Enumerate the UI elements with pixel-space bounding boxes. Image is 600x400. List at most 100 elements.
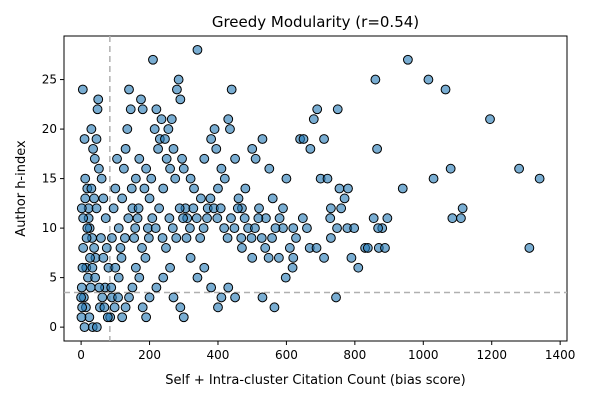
data-point [270, 223, 281, 234]
axes-frame [63, 35, 568, 342]
data-point [428, 173, 439, 184]
data-point [89, 193, 100, 204]
data-point [98, 193, 109, 204]
data-point [284, 243, 295, 253]
data-point [240, 183, 251, 194]
data-point [192, 272, 203, 283]
data-point [124, 84, 134, 95]
data-point [534, 173, 545, 184]
data-point [325, 233, 336, 243]
data-point [115, 243, 126, 253]
data-point [106, 282, 117, 293]
data-point [77, 262, 88, 273]
data-point [267, 233, 277, 243]
data-point [325, 213, 336, 224]
data-point [223, 282, 234, 293]
x-tick-label: 1000 [408, 348, 439, 362]
data-point [96, 173, 107, 184]
data-point [332, 104, 343, 115]
data-point [141, 163, 152, 174]
data-point [80, 173, 91, 184]
x-axis-ticks: 0 200 400 600 800 1000 1200 1400 [77, 341, 575, 362]
data-point [514, 163, 524, 174]
x-tick-label: 600 [275, 348, 298, 362]
data-point [256, 233, 267, 243]
data-point [312, 104, 323, 115]
data-point [149, 124, 160, 134]
data-point [154, 203, 165, 214]
data-point [175, 94, 186, 105]
data-point [91, 134, 102, 144]
data-point [219, 223, 230, 234]
data-point [247, 143, 258, 154]
data-point [325, 203, 336, 214]
data-point [305, 143, 316, 154]
data-point [92, 104, 103, 115]
data-point [120, 302, 131, 313]
data-point [161, 153, 172, 164]
data-point [423, 74, 434, 85]
data-point [89, 153, 100, 164]
data-point [372, 143, 382, 154]
x-tick-label: 0 [77, 348, 85, 362]
data-point [191, 213, 202, 224]
data-point [78, 243, 89, 253]
data-point [89, 243, 100, 253]
data-point [133, 203, 144, 214]
data-point [160, 134, 170, 144]
data-point [370, 74, 381, 85]
data-point [253, 213, 264, 224]
data-point [134, 272, 145, 283]
data-point [140, 252, 151, 263]
data-point [87, 262, 98, 273]
data-point [77, 84, 88, 95]
data-point [157, 233, 168, 243]
data-point [113, 292, 123, 303]
data-point [339, 193, 350, 204]
data-point [230, 292, 240, 303]
data-point [76, 203, 87, 214]
data-point [188, 203, 199, 214]
data-point [91, 203, 102, 214]
data-point [189, 183, 199, 194]
data-point [172, 84, 182, 95]
data-point [308, 114, 319, 125]
data-point [109, 302, 120, 313]
data-point [110, 262, 121, 273]
data-point [79, 134, 90, 144]
data-point [281, 173, 292, 184]
data-point [278, 203, 288, 214]
data-point [332, 223, 342, 234]
data-point [343, 183, 353, 194]
data-point [222, 233, 233, 243]
data-point [346, 252, 357, 263]
data-point [331, 292, 341, 303]
data-point [117, 312, 128, 323]
data-point [322, 173, 333, 184]
data-point [302, 223, 312, 234]
data-point [213, 183, 223, 194]
data-point [230, 153, 240, 164]
data-point [113, 223, 124, 234]
data-point [82, 223, 93, 234]
data-point [209, 124, 220, 134]
y-axis-ticks: 0 5 10 15 20 25 [42, 73, 64, 334]
data-point [254, 203, 264, 214]
data-point [185, 252, 196, 263]
data-point [102, 312, 113, 323]
threshold-lines [64, 36, 567, 341]
data-point [213, 302, 223, 313]
data-point [137, 243, 147, 253]
x-tick-label: 800 [343, 348, 366, 362]
data-point [164, 213, 175, 224]
data-point [98, 252, 109, 263]
data-point [130, 223, 141, 234]
x-tick-label: 400 [207, 348, 230, 362]
data-point [168, 292, 179, 303]
data-point [143, 233, 154, 243]
data-point [150, 223, 161, 234]
data-point [124, 292, 134, 303]
data-point [219, 173, 230, 184]
data-point [263, 252, 274, 263]
